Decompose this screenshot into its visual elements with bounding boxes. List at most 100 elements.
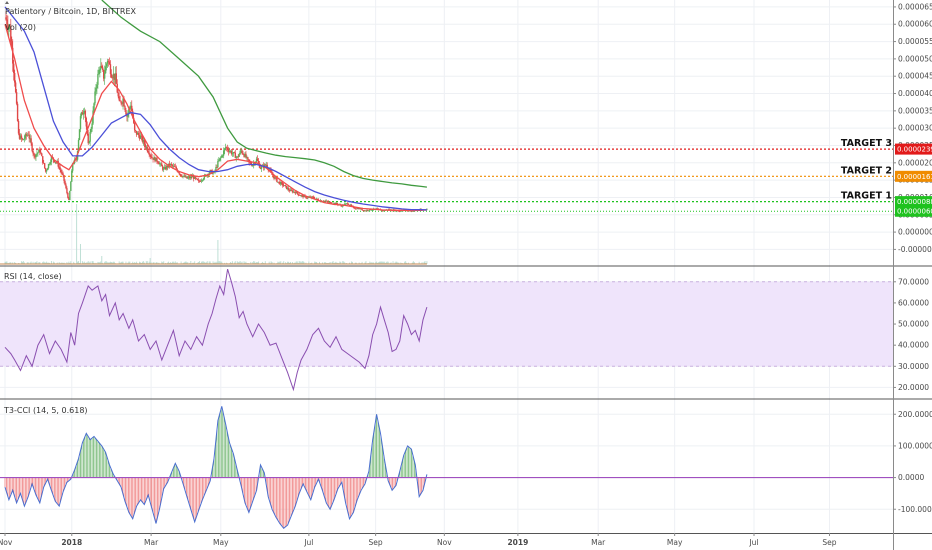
candle-body (169, 164, 172, 166)
candle-body (360, 208, 362, 210)
candle-body (28, 134, 30, 139)
candle-body (70, 181, 72, 191)
volume-bar (10, 262, 12, 264)
volume-bar (63, 262, 65, 264)
target-lines (0, 148, 893, 212)
candle-body (292, 191, 295, 193)
candle-body (43, 163, 46, 169)
candle-body (81, 112, 84, 115)
time-axis[interactable]: Nov 2018 Mar May Jul Sep Nov 2019 Mar May Jul Sep (0, 533, 837, 547)
volume-bar (373, 262, 375, 264)
volume-bar (302, 261, 304, 264)
volume-bar (161, 261, 163, 264)
volume-bar (254, 261, 256, 264)
candle-body (152, 158, 154, 160)
volume-bar (300, 262, 302, 264)
candle-body (160, 163, 162, 165)
candle-body (372, 209, 374, 211)
candle-body (185, 176, 187, 178)
candle-body (236, 156, 238, 158)
candle-body (235, 156, 237, 159)
volume-bar (182, 262, 184, 264)
volume-bar (377, 262, 379, 264)
volume-bar (14, 262, 16, 264)
candle-body (220, 157, 222, 159)
volume-bar (344, 262, 346, 264)
y-tick-label: 0.00005000 (898, 54, 932, 63)
candle-body (13, 63, 15, 73)
candle-body (165, 165, 168, 170)
candle-body (107, 60, 110, 62)
candle-body (238, 154, 240, 157)
volume-bar (282, 262, 284, 264)
volume-bar (378, 262, 380, 264)
candle-body (177, 171, 179, 173)
candle-body (89, 132, 91, 142)
candle-body (93, 103, 95, 111)
candle-body (359, 208, 361, 210)
volume-bar (208, 261, 210, 264)
collapse-arrow-icon[interactable] (5, 1, 9, 4)
candle-body (163, 167, 166, 169)
candle-body (356, 208, 358, 209)
candle-body (130, 105, 132, 108)
candle-body (196, 178, 199, 181)
volume-bar (143, 262, 145, 264)
candle-body (203, 175, 206, 179)
volume-bar (239, 261, 241, 264)
candle-body (398, 210, 400, 212)
candle-body (295, 191, 297, 194)
volume-bar (98, 262, 100, 264)
candle-body (55, 161, 57, 163)
candle-body (311, 196, 313, 198)
volume-bar (183, 262, 185, 264)
y-tick-label: 30.0000 (898, 362, 929, 371)
candle-body (312, 196, 315, 199)
x-tick-label: May (213, 538, 229, 547)
volume-bar (331, 261, 333, 264)
candle-body (426, 209, 428, 211)
candle-body (336, 202, 338, 205)
volume-bar (258, 261, 260, 264)
volume-bar (361, 261, 363, 264)
volume-bar (381, 261, 383, 264)
x-tick-label: Sep (369, 538, 383, 547)
volume-bar (369, 261, 371, 264)
candle-body (80, 112, 83, 117)
candle-body (16, 103, 19, 121)
candle-body (284, 185, 287, 187)
candle-body (88, 141, 90, 144)
candle-body (350, 204, 353, 206)
candle-body (300, 195, 302, 197)
rsi-panel[interactable] (0, 268, 893, 392)
candle-body (364, 210, 366, 212)
volume-bar (372, 262, 374, 264)
price-axis[interactable]: 0.00006500 0.00006000 0.00005500 0.00005000… (893, 2, 932, 514)
volume-bar (350, 261, 352, 264)
candle-body (166, 165, 169, 168)
volume-bar (215, 262, 217, 264)
candle-body (10, 25, 12, 42)
candle-body (172, 165, 175, 167)
candle-body (312, 196, 314, 198)
candle-body (234, 152, 237, 159)
candle-body (84, 110, 87, 118)
volume-bar (382, 261, 384, 264)
volume-bar (42, 261, 44, 264)
volume-bar (279, 261, 281, 264)
candle-body (250, 162, 252, 165)
volume-bar (224, 262, 226, 264)
volume-bar (81, 261, 83, 264)
candle-body (34, 154, 36, 158)
candle-body (168, 163, 171, 166)
volume-bar (288, 261, 290, 264)
cci-panel[interactable] (0, 406, 893, 530)
current-price-badge (895, 205, 932, 217)
volume-bar (383, 261, 385, 264)
volume-bar (230, 262, 232, 264)
candle-body (348, 204, 351, 206)
candle-body (158, 162, 160, 165)
ma-line (4, 24, 427, 212)
volume-bar (308, 261, 310, 264)
